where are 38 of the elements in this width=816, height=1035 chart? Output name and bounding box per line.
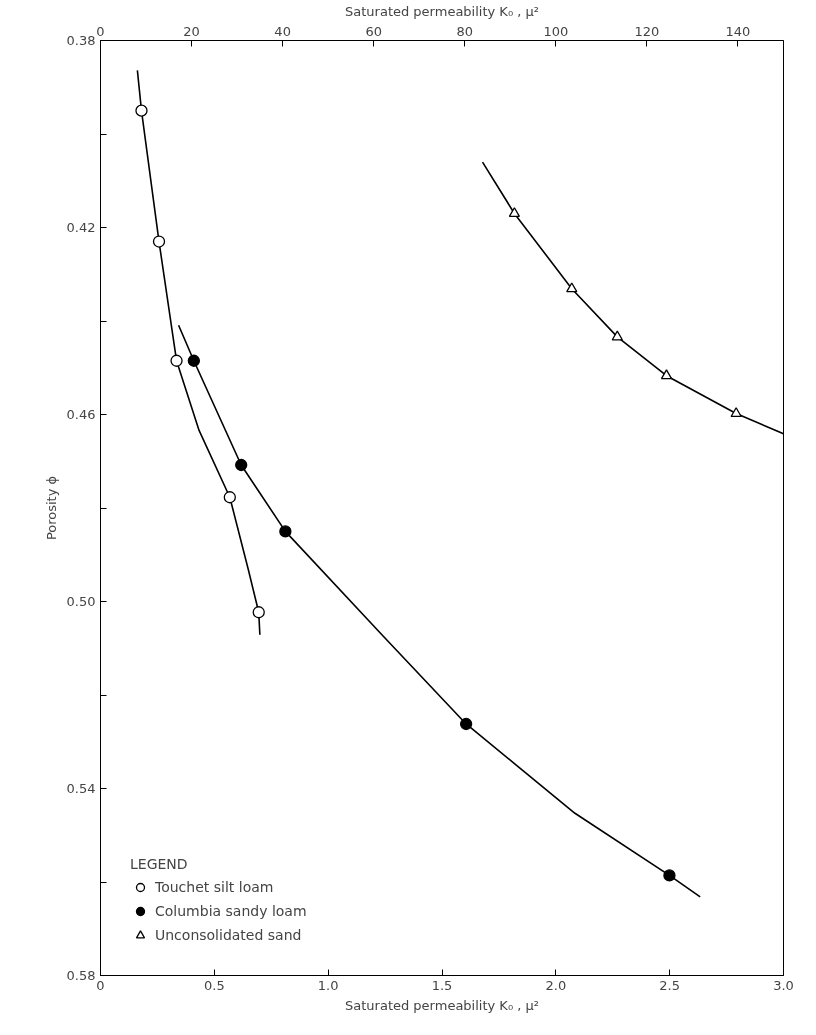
- y-tick-label: 0.46: [66, 407, 96, 422]
- point: [135, 104, 148, 117]
- x2-tick-label: 0: [96, 23, 105, 39]
- x-tick-label: 1.0: [317, 977, 339, 993]
- point: [252, 606, 265, 619]
- y-tick-label: 0.50: [66, 594, 96, 609]
- x2-tick-label: 20: [183, 23, 200, 39]
- y-tick-label: 0.42: [66, 220, 96, 235]
- x2-tick-label: 80: [456, 23, 474, 39]
- point: [459, 717, 473, 731]
- y-tick-label: 0.54: [66, 781, 96, 796]
- y-tick-label: 0.58: [66, 968, 96, 983]
- x-tick-label: 0: [96, 977, 105, 993]
- x-tick-label: 0.5: [204, 977, 225, 993]
- x2-tick-label: 100: [543, 23, 569, 39]
- point: [152, 235, 166, 248]
- x-tick-label: 2.5: [659, 977, 681, 993]
- x-tick-label: 2.0: [545, 977, 567, 993]
- legend-label: Unconsolidated sand: [155, 927, 302, 943]
- point: [235, 458, 248, 472]
- y-axis-title: Porosity ϕ: [43, 475, 59, 541]
- point: [187, 354, 200, 367]
- point: [663, 869, 676, 882]
- legend-label: Columbia sandy loam: [155, 903, 307, 919]
- x2-tick-label: 60: [365, 23, 382, 39]
- point: [279, 525, 292, 538]
- point: [170, 354, 183, 367]
- x-tick-label: 3.0: [773, 977, 794, 993]
- x-tick-label: 1.5: [431, 977, 453, 993]
- x-axis-title: Saturated permeability K₀ , μ²: [345, 997, 539, 1013]
- x2-axis-title: Saturated permeability K₀ , μ²: [345, 3, 539, 19]
- y-tick-label: 0.38: [66, 33, 96, 48]
- x2-tick-label: 140: [725, 23, 751, 39]
- x2-tick-label: 40: [274, 23, 291, 39]
- legend-title: LEGEND: [130, 856, 189, 872]
- point: [223, 491, 236, 504]
- legend-label: Touchet silt loam: [155, 879, 274, 895]
- x2-tick-label: 120: [634, 23, 660, 39]
